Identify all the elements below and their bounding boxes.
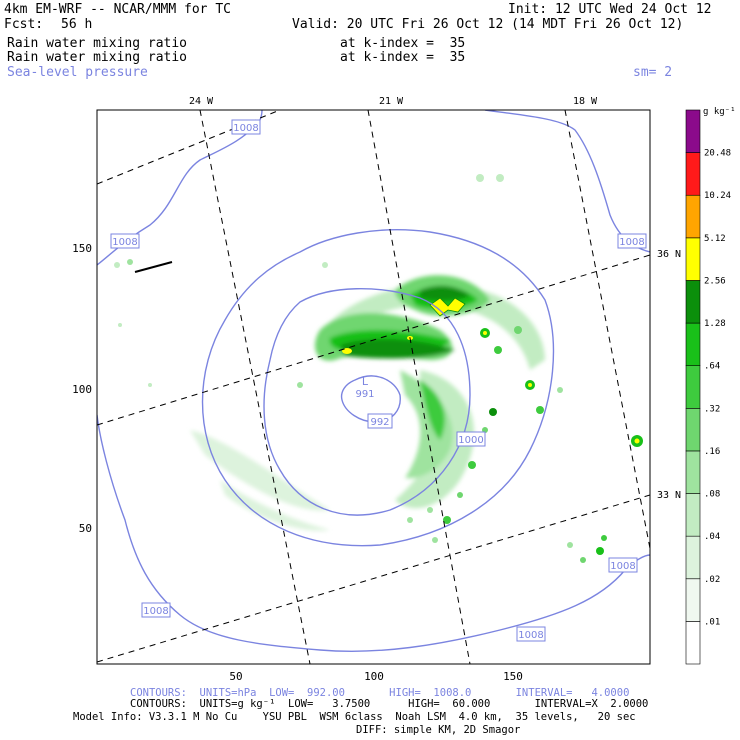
colorbar-swatch-8 — [685, 280, 701, 324]
isobar-label-box-4 — [608, 557, 638, 573]
footer-diffusion: DIFF: simple KM, 2D Smagor — [356, 724, 521, 736]
low-center-pressure: 991 — [355, 389, 374, 400]
convective-cells — [114, 174, 643, 563]
field-level-2: at k-index = 35 — [340, 50, 466, 65]
isobar-label-box-7 — [367, 413, 393, 429]
isobar-label-1: 1008 — [233, 123, 258, 134]
footer-contours-pressure: CONTOURS: UNITS=hPa LOW= 992.00 HIGH= 10… — [130, 687, 630, 699]
isobar-label-box-2 — [110, 233, 140, 249]
init-time: Init: 12 UTC Wed 24 Oct 12 — [508, 2, 712, 17]
field-level-1: at k-index = 35 — [340, 36, 466, 51]
colorbar-swatch-3 — [685, 493, 701, 537]
isobar-label-7: 992 — [370, 417, 389, 428]
y-tick-100: 100 — [72, 383, 92, 396]
colorbar-swatch-12 — [685, 109, 701, 153]
isobar-label-4: 1008 — [610, 561, 635, 572]
isobar-label-box-5 — [516, 626, 546, 642]
x-tick-50: 50 — [229, 670, 242, 683]
colorbar-swatch-6 — [685, 365, 701, 409]
colorbar-label-6: .32 — [704, 404, 720, 414]
colorbar-swatch-2 — [685, 535, 701, 580]
wind-barb — [134, 261, 173, 273]
slp-label: Sea-level pressure — [7, 65, 148, 80]
isobar-label-box-3 — [617, 233, 647, 249]
colorbar-swatch-10 — [685, 194, 701, 239]
colorbar-label-5: .64 — [704, 362, 720, 372]
colorbar-label-1: 10.24 — [704, 191, 731, 201]
field-name-2: Rain water mixing ratio — [7, 50, 188, 65]
model-title: 4km EM-WRF -- NCAR/MMM for TC — [4, 2, 231, 17]
lat-label-33n: 33 N — [657, 490, 681, 501]
isobar-label-box-8 — [141, 602, 171, 618]
field-name-1: Rain water mixing ratio — [7, 36, 188, 51]
rain-max-yellow — [429, 297, 466, 317]
forecast-hours: 56 h — [61, 17, 93, 32]
colorbar-units: g kg⁻¹ — [703, 107, 736, 117]
isobar-label-6: 1000 — [458, 435, 483, 446]
colorbar-swatch-1 — [685, 578, 701, 622]
colorbar: g kg⁻¹ 20.48 10.24 5.12 2.56 1.28 .64 .32 .16 .0… — [685, 107, 736, 665]
colorbar-swatch-11 — [685, 152, 701, 196]
colorbar-label-10: .02 — [704, 575, 720, 585]
colorbar-label-11: .01 — [704, 617, 720, 627]
x-tick-150: 150 — [503, 670, 523, 683]
rain-max-yellow-west — [342, 348, 352, 354]
isobar-label-5: 1008 — [518, 630, 543, 641]
lon-label-24w: 24 W — [189, 96, 214, 107]
colorbar-swatch-7 — [685, 322, 701, 366]
colorbar-label-9: .04 — [704, 532, 720, 542]
isobar-label-3: 1008 — [619, 237, 644, 248]
low-center-symbol: L — [362, 375, 369, 388]
lat-label-36n: 36 N — [657, 249, 681, 260]
forecast-label: Fcst: — [4, 17, 44, 32]
smoothing-label: sm= 2 — [633, 65, 673, 80]
map-frame — [97, 110, 650, 664]
colorbar-label-0: 20.48 — [704, 149, 731, 159]
y-tick-50: 50 — [79, 522, 92, 535]
colorbar-label-8: .08 — [704, 490, 720, 500]
colorbar-label-7: .16 — [704, 447, 720, 457]
colorbar-swatch-5 — [685, 408, 701, 452]
isobar-label-2: 1008 — [112, 237, 137, 248]
y-tick-150: 150 — [72, 242, 92, 255]
colorbar-label-2: 5.12 — [704, 234, 726, 244]
footer-model-info: Model Info: V3.3.1 M No Cu YSU PBL WSM 6… — [73, 711, 636, 723]
colorbar-label-3: 2.56 — [704, 276, 726, 286]
footer-contours-rain: CONTOURS: UNITS=g kg⁻¹ LOW= 3.7500 HIGH=… — [130, 698, 649, 710]
lon-label-18w: 18 W — [573, 96, 598, 107]
colorbar-swatch-9 — [685, 237, 701, 281]
valid-time: Valid: 20 UTC Fri 26 Oct 12 (14 MDT Fri … — [292, 17, 684, 32]
isobar-label-box-6 — [456, 431, 486, 447]
isobar-label-8: 1008 — [143, 606, 168, 617]
colorbar-label-4: 1.28 — [704, 319, 726, 329]
lat-lon-grid — [97, 110, 650, 664]
colorbar-swatch-0 — [685, 621, 701, 665]
isobar-label-box-1 — [231, 119, 261, 135]
lon-label-21w: 21 W — [379, 96, 404, 107]
x-tick-100: 100 — [364, 670, 384, 683]
colorbar-swatch-4 — [685, 450, 701, 494]
